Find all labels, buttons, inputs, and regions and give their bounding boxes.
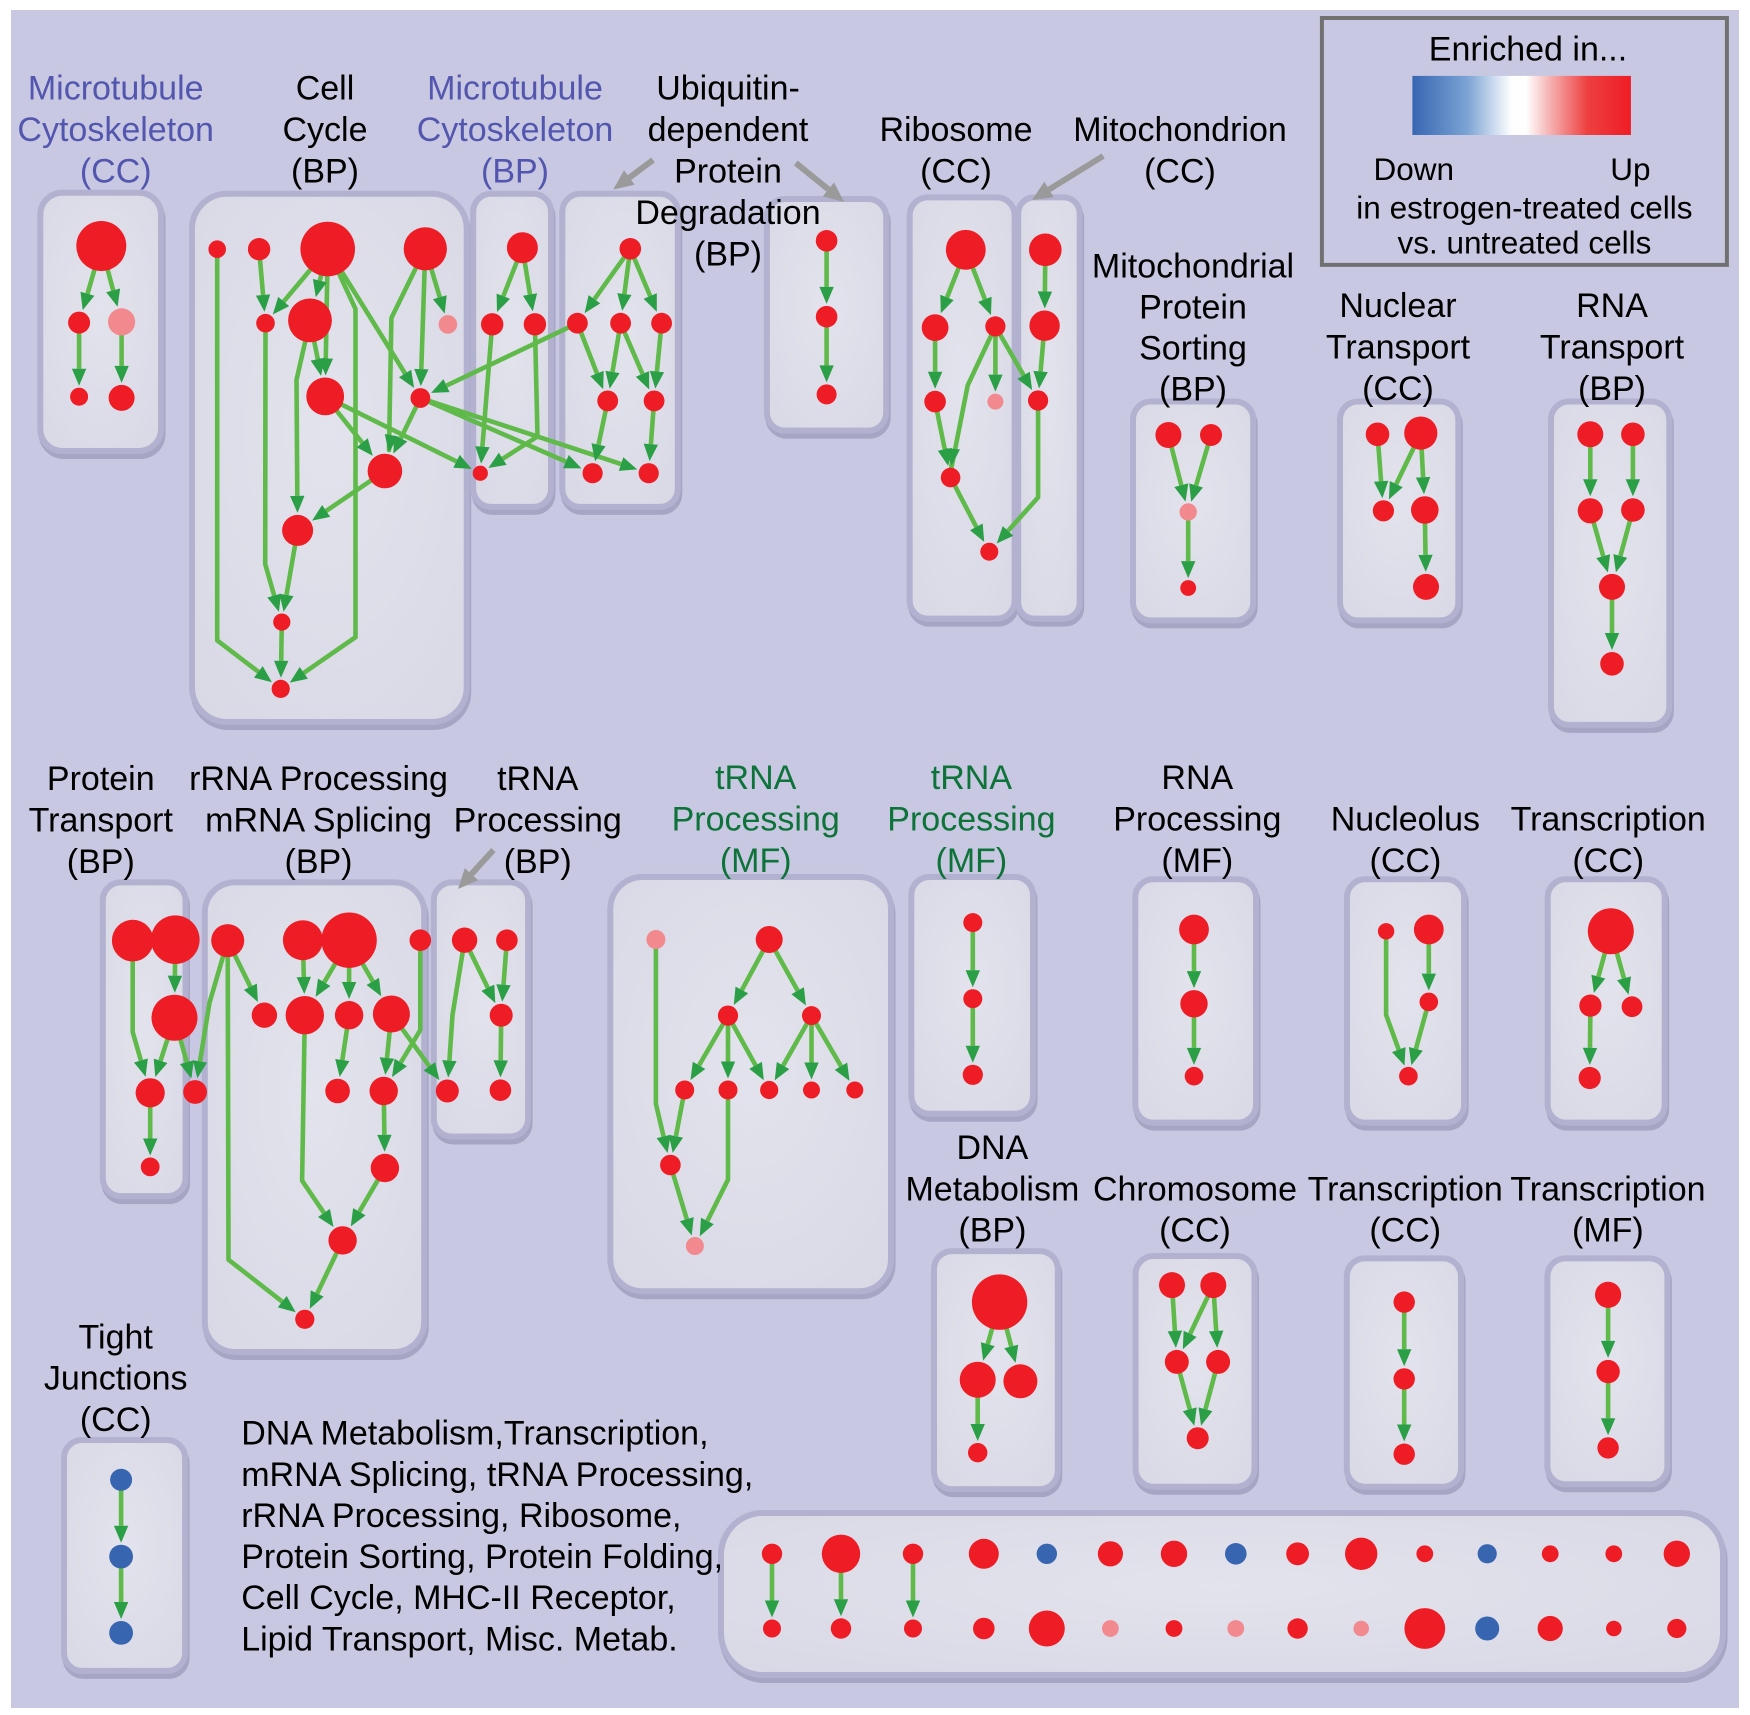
svg-text:Microtubule: Microtubule [28,70,204,108]
svg-text:vs. untreated cells: vs. untreated cells [1397,224,1651,260]
svg-text:(BP): (BP) [504,843,572,881]
svg-text:RNA: RNA [1576,287,1648,325]
svg-text:(BP): (BP) [67,843,135,881]
svg-text:mRNA Splicing: mRNA Splicing [205,802,432,840]
svg-text:rRNA Processing, Ribosome,: rRNA Processing, Ribosome, [241,1497,681,1535]
svg-text:Cell: Cell [296,70,355,108]
svg-text:tRNA: tRNA [497,760,579,798]
svg-text:Protein: Protein [1139,289,1247,327]
svg-text:Chromosome: Chromosome [1093,1170,1297,1208]
svg-text:(CC): (CC) [920,153,992,191]
svg-text:Processing: Processing [454,802,622,840]
svg-text:in estrogen-treated cells: in estrogen-treated cells [1356,190,1692,226]
svg-text:(CC): (CC) [1144,153,1216,191]
svg-text:dependent: dependent [648,111,809,149]
svg-text:Protein: Protein [674,153,782,191]
svg-text:Lipid Transport, Misc. Metab.: Lipid Transport, Misc. Metab. [241,1620,678,1658]
svg-text:(BP): (BP) [285,843,353,881]
svg-text:Processing: Processing [887,801,1055,839]
svg-text:(CC): (CC) [1159,1212,1231,1250]
svg-text:Junctions: Junctions [44,1360,188,1398]
svg-text:(CC): (CC) [1369,1212,1441,1250]
svg-text:(BP): (BP) [1159,371,1227,409]
svg-text:(CC): (CC) [1572,842,1644,880]
svg-text:Down: Down [1374,151,1455,187]
svg-text:Transport: Transport [29,802,174,840]
svg-text:Mitochondrion: Mitochondrion [1073,111,1287,149]
svg-text:Degradation: Degradation [635,194,820,232]
svg-text:Up: Up [1610,151,1650,187]
svg-text:Processing: Processing [672,801,840,839]
svg-text:Cycle: Cycle [282,111,367,149]
svg-text:Protein Sorting, Protein Foldi: Protein Sorting, Protein Folding, [241,1538,723,1576]
svg-text:Microtubule: Microtubule [427,70,603,108]
svg-text:(MF): (MF) [1572,1212,1644,1250]
svg-text:Transport: Transport [1326,328,1471,366]
svg-text:(MF): (MF) [936,842,1008,880]
svg-text:(BP): (BP) [1578,370,1646,408]
svg-text:(BP): (BP) [694,236,762,274]
svg-text:(CC): (CC) [80,153,152,191]
svg-text:(BP): (BP) [481,153,549,191]
svg-text:mRNA Splicing, tRNA Processing: mRNA Splicing, tRNA Processing, [241,1456,753,1494]
svg-text:(CC): (CC) [1370,842,1442,880]
svg-text:(BP): (BP) [958,1212,1026,1250]
svg-text:Transport: Transport [1540,328,1685,366]
svg-text:Protein: Protein [47,760,155,798]
svg-text:DNA Metabolism,Transcription,: DNA Metabolism,Transcription, [241,1415,708,1453]
svg-text:Tight: Tight [79,1319,154,1357]
svg-text:Mitochondrial: Mitochondrial [1092,247,1294,285]
svg-text:Nuclear: Nuclear [1339,287,1456,325]
svg-text:Ribosome: Ribosome [879,111,1032,149]
svg-text:(CC): (CC) [1362,370,1434,408]
svg-text:(BP): (BP) [291,153,359,191]
svg-text:(MF): (MF) [1161,842,1233,880]
svg-text:Metabolism: Metabolism [905,1170,1079,1208]
svg-text:Transcription: Transcription [1308,1170,1503,1208]
svg-text:Transcription: Transcription [1510,1170,1705,1208]
svg-text:tRNA: tRNA [931,759,1013,797]
svg-text:tRNA: tRNA [715,759,797,797]
svg-text:Sorting: Sorting [1139,330,1247,368]
svg-text:Nucleolus: Nucleolus [1331,801,1480,839]
svg-text:(MF): (MF) [720,842,792,880]
svg-text:Processing: Processing [1113,801,1281,839]
svg-text:(CC): (CC) [80,1401,152,1439]
svg-text:Cell Cycle, MHC-II Receptor,: Cell Cycle, MHC-II Receptor, [241,1579,676,1617]
svg-text:Ubiquitin-: Ubiquitin- [656,70,800,108]
svg-text:DNA: DNA [957,1129,1029,1167]
svg-text:Enriched in...: Enriched in... [1429,30,1627,68]
svg-text:Transcription: Transcription [1511,801,1706,839]
svg-text:Cytoskeleton: Cytoskeleton [17,111,214,149]
svg-text:RNA: RNA [1161,759,1233,797]
svg-text:Cytoskeleton: Cytoskeleton [417,111,614,149]
svg-text:rRNA Processing: rRNA Processing [189,760,448,798]
